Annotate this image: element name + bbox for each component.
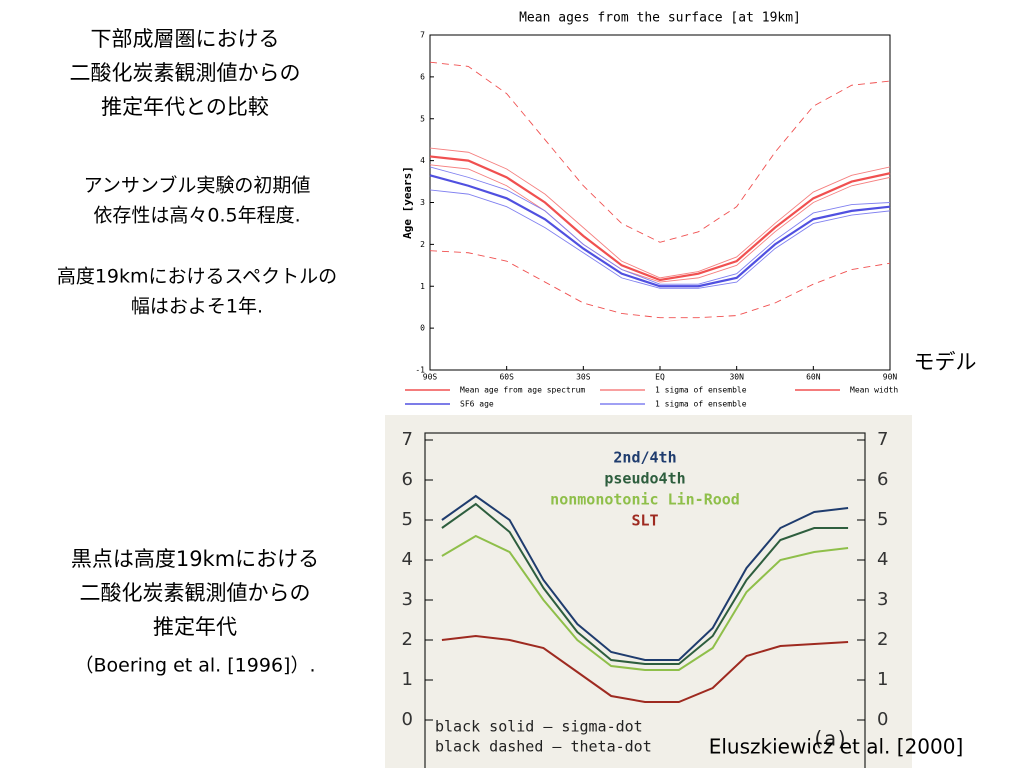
series-line — [429, 155, 891, 282]
note: 黒点は高度19kmにおける — [71, 547, 319, 571]
y-tick-label: -1 — [415, 366, 425, 375]
series-line — [441, 634, 849, 703]
legend-label: Mean width — [850, 386, 898, 395]
legend-label: 1 sigma of ensemble — [655, 400, 747, 409]
y-tick-label: 5 — [402, 509, 413, 530]
y-axis-label: Age [years] — [401, 166, 414, 239]
y-tick-label: 3 — [420, 198, 425, 207]
y-tick-label: 7 — [402, 429, 413, 450]
annotation: black dashed – theta-dot — [435, 738, 652, 756]
note: （Boering et al. [1996]）. — [75, 655, 316, 677]
y-tick-label: 2 — [877, 629, 888, 650]
heading: 推定年代との比較 — [101, 95, 269, 119]
y-tick-label: 1 — [420, 282, 425, 291]
scan-background — [385, 415, 912, 768]
annotation: (a) — [812, 727, 848, 751]
legend-label: nonmonotonic Lin-Rood — [550, 491, 740, 509]
note: 依存性は高々0.5年程度. — [93, 205, 300, 227]
band-line — [429, 166, 891, 285]
band-line — [429, 250, 891, 319]
heading: 下部成層圏における — [91, 27, 280, 51]
band-line — [429, 189, 891, 289]
legend-label: Mean age from age spectrum — [460, 386, 585, 395]
bottom-plot-frame — [424, 432, 866, 768]
x-tick-label: 90S — [423, 373, 438, 382]
y-tick-label: 0 — [420, 324, 425, 333]
y-tick-label: 5 — [420, 114, 425, 123]
note: アンサンブル実験の初期値 — [84, 174, 311, 197]
y-tick-label: 0 — [402, 709, 413, 730]
x-tick-label: EQ — [655, 373, 665, 382]
citation: Eluszkiewicz et al. [2000] — [709, 735, 964, 759]
chart-title: Mean ages from the surface [at 19km] — [519, 11, 801, 26]
y-tick-label: 4 — [420, 156, 425, 165]
series-line — [429, 174, 891, 288]
x-tick-label: 90N — [883, 373, 898, 382]
y-tick-label: 1 — [877, 669, 888, 690]
y-tick-label: 3 — [402, 589, 413, 610]
annotation: black solid – sigma-dot — [435, 718, 643, 736]
legend-label: SF6 age — [460, 400, 494, 409]
y-tick-label: 4 — [402, 549, 413, 570]
y-tick-label: 4 — [877, 549, 888, 570]
legend-label: 2nd/4th — [613, 449, 676, 467]
note: 高度19kmにおけるスペクトルの — [57, 266, 337, 288]
series-line — [441, 502, 849, 665]
series-line — [441, 534, 849, 671]
y-tick-label: 6 — [420, 72, 425, 81]
note: 幅はおよそ1年. — [131, 296, 263, 318]
band-line — [429, 147, 891, 279]
heading: 二酸化炭素観測値からの — [70, 61, 301, 85]
band-line — [429, 164, 891, 283]
y-tick-label: 7 — [877, 429, 888, 450]
y-tick-label: 6 — [402, 469, 413, 490]
x-tick-label: 60N — [806, 373, 821, 382]
legend-label: SLT — [631, 512, 658, 530]
series-line — [441, 494, 849, 661]
legend-label: 1 sigma of ensemble — [655, 386, 747, 395]
y-tick-label: 2 — [420, 240, 425, 249]
y-tick-label: 5 — [877, 509, 888, 530]
x-tick-label: 30N — [729, 373, 744, 382]
y-tick-label: 7 — [420, 31, 425, 40]
model-label: モデル — [914, 350, 977, 374]
note: 二酸化炭素観測値からの — [80, 581, 311, 605]
x-tick-label: 60S — [499, 373, 514, 382]
y-tick-label: 0 — [877, 709, 888, 730]
y-tick-label: 3 — [877, 589, 888, 610]
band-line — [429, 61, 891, 243]
note: 推定年代 — [153, 615, 237, 639]
y-tick-label: 2 — [402, 629, 413, 650]
y-tick-label: 1 — [402, 669, 413, 690]
top-plot-frame — [429, 34, 891, 371]
x-tick-label: 30S — [576, 373, 591, 382]
y-tick-label: 6 — [877, 469, 888, 490]
legend-label: pseudo4th — [604, 470, 685, 488]
